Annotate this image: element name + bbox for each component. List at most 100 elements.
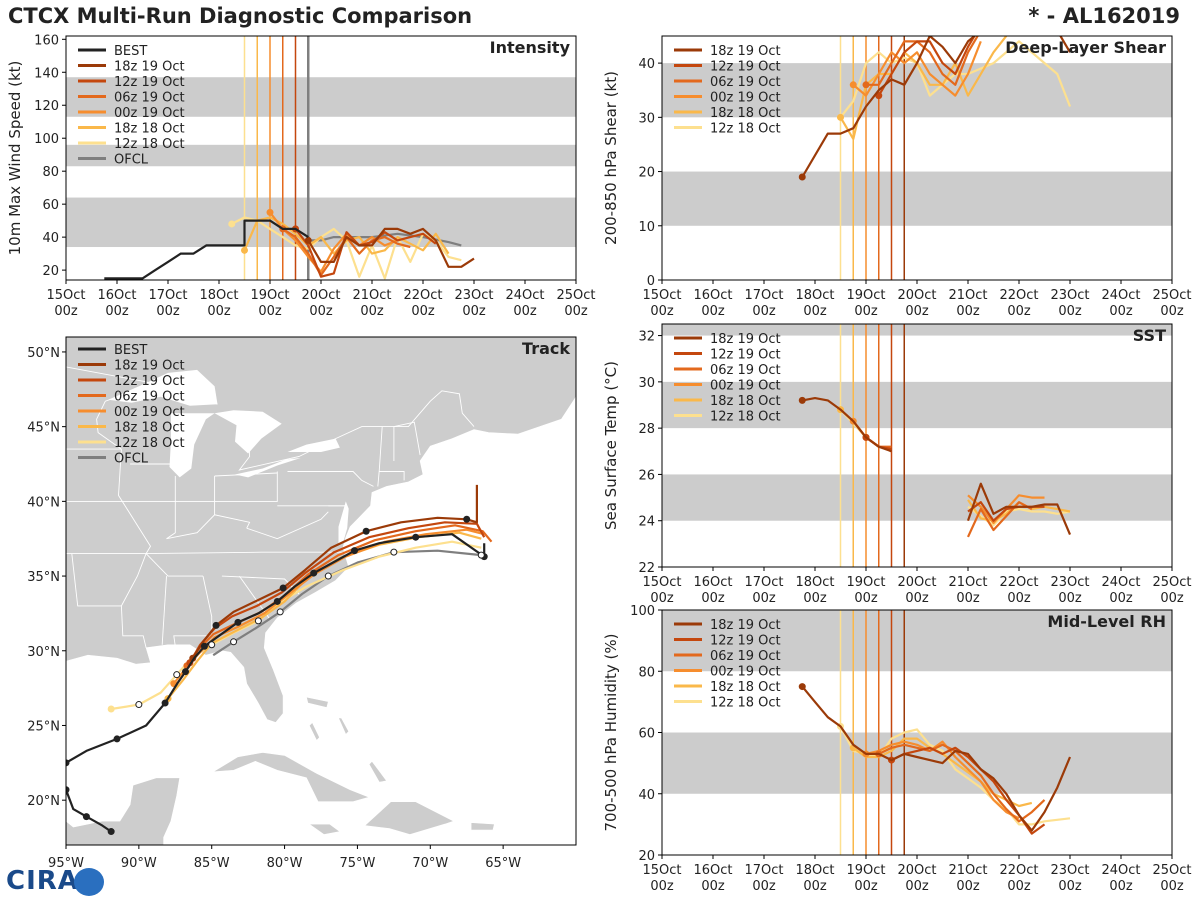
x-tick-sublabel: 00z — [701, 591, 725, 606]
legend-label: 12z 18 Oct — [710, 696, 781, 711]
y-tick-label: 26 — [638, 468, 655, 483]
panel-title: Mid-Level RH — [1047, 612, 1166, 631]
x-tick-label: 15Oct — [642, 575, 681, 590]
x-tick-label: 22Oct — [999, 288, 1038, 303]
best-track-point — [200, 642, 208, 650]
legend-label: 12z 18 Oct — [114, 137, 185, 152]
y-tick-label: 100 — [34, 132, 59, 147]
state-border — [379, 471, 405, 481]
gray-band — [66, 77, 576, 117]
x-tick-sublabel: 00z — [462, 304, 486, 319]
state-border — [71, 553, 122, 607]
y-tick-label: 20 — [638, 166, 655, 181]
panel-title: Track — [522, 339, 570, 358]
y-axis-label: Sea Surface Temp (°C) — [602, 361, 620, 530]
storm-id: * - AL162019 — [1028, 4, 1180, 28]
x-tick-sublabel: 00z — [905, 879, 929, 894]
x-tick-label: 18Oct — [795, 575, 834, 590]
init-point-marker — [304, 236, 312, 244]
legend-label: 06z 19 Oct — [114, 91, 185, 106]
y-tick-label: 100 — [630, 604, 655, 619]
x-tick-label: 25Oct — [1152, 575, 1191, 590]
y-tick-label: 120 — [34, 99, 59, 114]
y-tick-label: 30 — [638, 111, 655, 126]
y-tick-label: 10 — [638, 220, 655, 235]
panel-title: SST — [1133, 326, 1166, 345]
gray-band — [66, 144, 576, 167]
best-track-point — [362, 527, 370, 535]
best-track-point — [279, 584, 287, 592]
y-tick-label: 28 — [638, 422, 655, 437]
series-line — [852, 40, 982, 97]
x-tick-sublabel: 00z — [956, 591, 980, 606]
legend-label: 18z 19 Oct — [114, 60, 185, 75]
x-tick-label: 15Oct — [642, 288, 681, 303]
lake-shape — [287, 438, 340, 452]
y-axis-label: 700-500 hPa Humidity (%) — [602, 633, 620, 831]
gray-band — [662, 732, 1172, 794]
state-border — [377, 426, 383, 487]
track-line — [185, 524, 493, 667]
x-tick-sublabel: 00z — [803, 304, 827, 319]
x-tick-sublabel: 00z — [752, 879, 776, 894]
cira-logo: CIRA — [6, 866, 79, 896]
lon-tick-label: 90°W — [121, 856, 157, 871]
y-tick-label: 60 — [638, 727, 655, 742]
x-tick-sublabel: 00z — [156, 304, 180, 319]
gray-band — [662, 171, 1172, 226]
legend-label: 06z 19 Oct — [710, 75, 781, 90]
x-tick-label: 23Oct — [1050, 575, 1089, 590]
x-tick-label: 24Oct — [1101, 575, 1140, 590]
best-track-point — [66, 786, 70, 794]
series-line — [801, 36, 1071, 178]
legend-label: BEST — [114, 44, 147, 59]
x-tick-label: 16Oct — [693, 863, 732, 878]
state-border — [246, 511, 329, 540]
best-track-point — [273, 597, 281, 605]
x-tick-sublabel: 00z — [650, 879, 674, 894]
x-tick-label: 17Oct — [148, 288, 187, 303]
x-tick-label: 16Oct — [693, 288, 732, 303]
x-tick-sublabel: 00z — [956, 304, 980, 319]
x-tick-sublabel: 00z — [803, 591, 827, 606]
init-point-marker — [241, 246, 248, 254]
land-shape — [308, 721, 320, 741]
x-tick-label: 16Oct — [97, 288, 136, 303]
x-tick-sublabel: 00z — [752, 591, 776, 606]
state-border — [166, 514, 251, 540]
forecast-open-point — [324, 572, 332, 580]
legend-label: OFCL — [114, 153, 149, 168]
x-tick-sublabel: 00z — [258, 304, 282, 319]
series-line — [865, 740, 1020, 820]
x-tick-sublabel: 00z — [650, 591, 674, 606]
x-tick-sublabel: 00z — [905, 591, 929, 606]
gray-band — [662, 474, 1172, 521]
init-point-marker — [798, 396, 806, 404]
legend-label: 12z 18 Oct — [114, 436, 185, 451]
x-tick-label: 18Oct — [795, 288, 834, 303]
x-tick-label: 19Oct — [250, 288, 289, 303]
state-border — [214, 472, 278, 477]
legend-label: 18z 19 Oct — [114, 359, 185, 374]
state-border — [66, 366, 218, 405]
panel-sst: 22242628303215Oct00z16Oct00z17Oct00z18Oc… — [602, 323, 1192, 606]
forecast-open-point — [254, 617, 262, 625]
x-tick-sublabel: 00z — [207, 304, 231, 319]
lat-tick-label: 25°N — [27, 719, 60, 734]
x-tick-label: 19Oct — [846, 863, 885, 878]
x-tick-sublabel: 00z — [854, 879, 878, 894]
lat-tick-label: 45°N — [27, 421, 60, 436]
legend-label: 18z 18 Oct — [114, 122, 185, 137]
best-track-point — [212, 621, 220, 629]
lon-tick-label: 75°W — [339, 856, 375, 871]
y-tick-label: 40 — [42, 231, 59, 246]
panel-rh: 2040608010015Oct00z16Oct00z17Oct00z18Oct… — [602, 604, 1192, 894]
panel-track: 95°W 90°W 85°W 80°W 75°W 70°W 65°W 20°N 25°N 30°N… — [27, 336, 577, 871]
legend-label: BEST — [114, 343, 147, 358]
legend-label: 06z 19 Oct — [710, 649, 781, 664]
y-tick-label: 140 — [34, 66, 59, 81]
gray-band — [662, 324, 1172, 336]
best-track-point — [463, 515, 471, 523]
